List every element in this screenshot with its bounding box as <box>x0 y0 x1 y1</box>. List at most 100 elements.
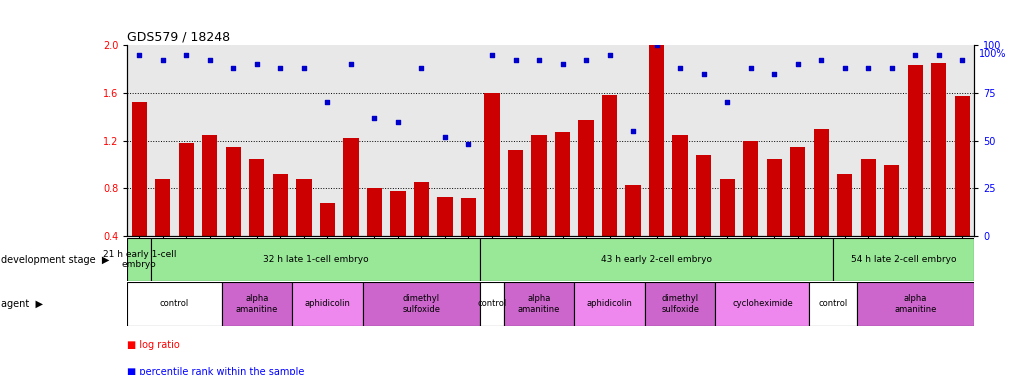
Bar <box>860 159 875 236</box>
Bar <box>625 185 640 236</box>
Bar <box>296 179 311 236</box>
Bar <box>718 179 734 236</box>
Point <box>155 57 171 63</box>
Bar <box>249 159 264 236</box>
Bar <box>272 174 287 236</box>
Text: alpha
amanitine: alpha amanitine <box>894 294 935 314</box>
Text: GDS579 / 18248: GDS579 / 18248 <box>127 30 230 43</box>
Point <box>765 70 782 77</box>
Point <box>272 65 288 71</box>
Point <box>859 65 875 71</box>
Bar <box>644 282 714 326</box>
Bar <box>574 282 644 326</box>
Point <box>882 65 899 71</box>
Point <box>906 52 922 58</box>
Bar <box>437 197 452 236</box>
Point <box>436 134 452 140</box>
Text: alpha
amanitine: alpha amanitine <box>235 294 278 314</box>
Bar <box>883 165 899 236</box>
Bar <box>856 282 973 326</box>
Bar <box>178 143 194 236</box>
Point <box>742 65 758 71</box>
Point <box>178 52 195 58</box>
Point <box>672 65 688 71</box>
Text: control: control <box>160 299 189 308</box>
Bar <box>672 135 687 236</box>
Text: 100%: 100% <box>978 49 1006 59</box>
Bar <box>291 282 363 326</box>
Point <box>413 65 429 71</box>
Text: control: control <box>477 299 506 308</box>
Text: cycloheximide: cycloheximide <box>732 299 792 308</box>
Point <box>929 52 946 58</box>
Bar <box>390 191 406 236</box>
Bar <box>480 238 833 281</box>
Bar <box>343 138 359 236</box>
Bar <box>484 93 499 236</box>
Text: agent  ▶: agent ▶ <box>1 299 43 309</box>
Bar <box>766 159 782 236</box>
Point <box>342 61 359 67</box>
Bar <box>127 238 151 281</box>
Bar <box>809 282 856 326</box>
Text: control: control <box>817 299 847 308</box>
Bar <box>531 135 546 236</box>
Point <box>530 57 546 63</box>
Point <box>554 61 571 67</box>
Text: ■ log ratio: ■ log ratio <box>127 340 180 351</box>
Point <box>460 141 476 147</box>
Point <box>131 52 148 58</box>
Text: development stage  ▶: development stage ▶ <box>1 255 109 265</box>
Point <box>483 52 499 58</box>
Point <box>578 57 594 63</box>
Point <box>718 99 735 105</box>
Bar <box>601 95 616 236</box>
Bar <box>480 282 503 326</box>
Point <box>506 57 523 63</box>
Bar <box>578 120 593 236</box>
Point <box>953 57 969 63</box>
Bar <box>127 282 221 326</box>
Bar <box>414 183 429 236</box>
Point <box>225 65 242 71</box>
Point <box>249 61 265 67</box>
Point <box>366 115 382 121</box>
Bar <box>954 96 969 236</box>
Bar <box>363 282 480 326</box>
Bar <box>202 135 217 236</box>
Text: dimethyl
sulfoxide: dimethyl sulfoxide <box>660 294 698 314</box>
Bar <box>930 63 946 236</box>
Point <box>625 128 641 134</box>
Bar <box>907 65 922 236</box>
Bar <box>155 179 170 236</box>
Text: 21 h early 1-cell
embryo: 21 h early 1-cell embryo <box>102 250 176 269</box>
Text: ■ percentile rank within the sample: ■ percentile rank within the sample <box>127 367 305 375</box>
Point <box>296 65 312 71</box>
Bar <box>837 174 852 236</box>
Bar <box>461 198 476 236</box>
Bar <box>221 282 291 326</box>
Bar <box>833 238 973 281</box>
Text: 54 h late 2-cell embryo: 54 h late 2-cell embryo <box>850 255 956 264</box>
Point <box>319 99 335 105</box>
Point <box>648 42 664 48</box>
Bar <box>790 147 805 236</box>
Point <box>789 61 805 67</box>
Bar <box>131 102 147 236</box>
Bar <box>554 132 570 236</box>
Point <box>812 57 828 63</box>
Point <box>836 65 852 71</box>
Bar <box>507 150 523 236</box>
Bar <box>367 188 382 236</box>
Bar <box>695 155 710 236</box>
Text: aphidicolin: aphidicolin <box>304 299 350 308</box>
Bar <box>319 203 334 236</box>
Text: aphidicolin: aphidicolin <box>586 299 632 308</box>
Bar <box>648 43 663 236</box>
Point <box>389 118 406 124</box>
Bar <box>225 147 240 236</box>
Point <box>601 52 618 58</box>
Point <box>695 70 711 77</box>
Text: 43 h early 2-cell embryo: 43 h early 2-cell embryo <box>600 255 711 264</box>
Bar <box>151 238 480 281</box>
